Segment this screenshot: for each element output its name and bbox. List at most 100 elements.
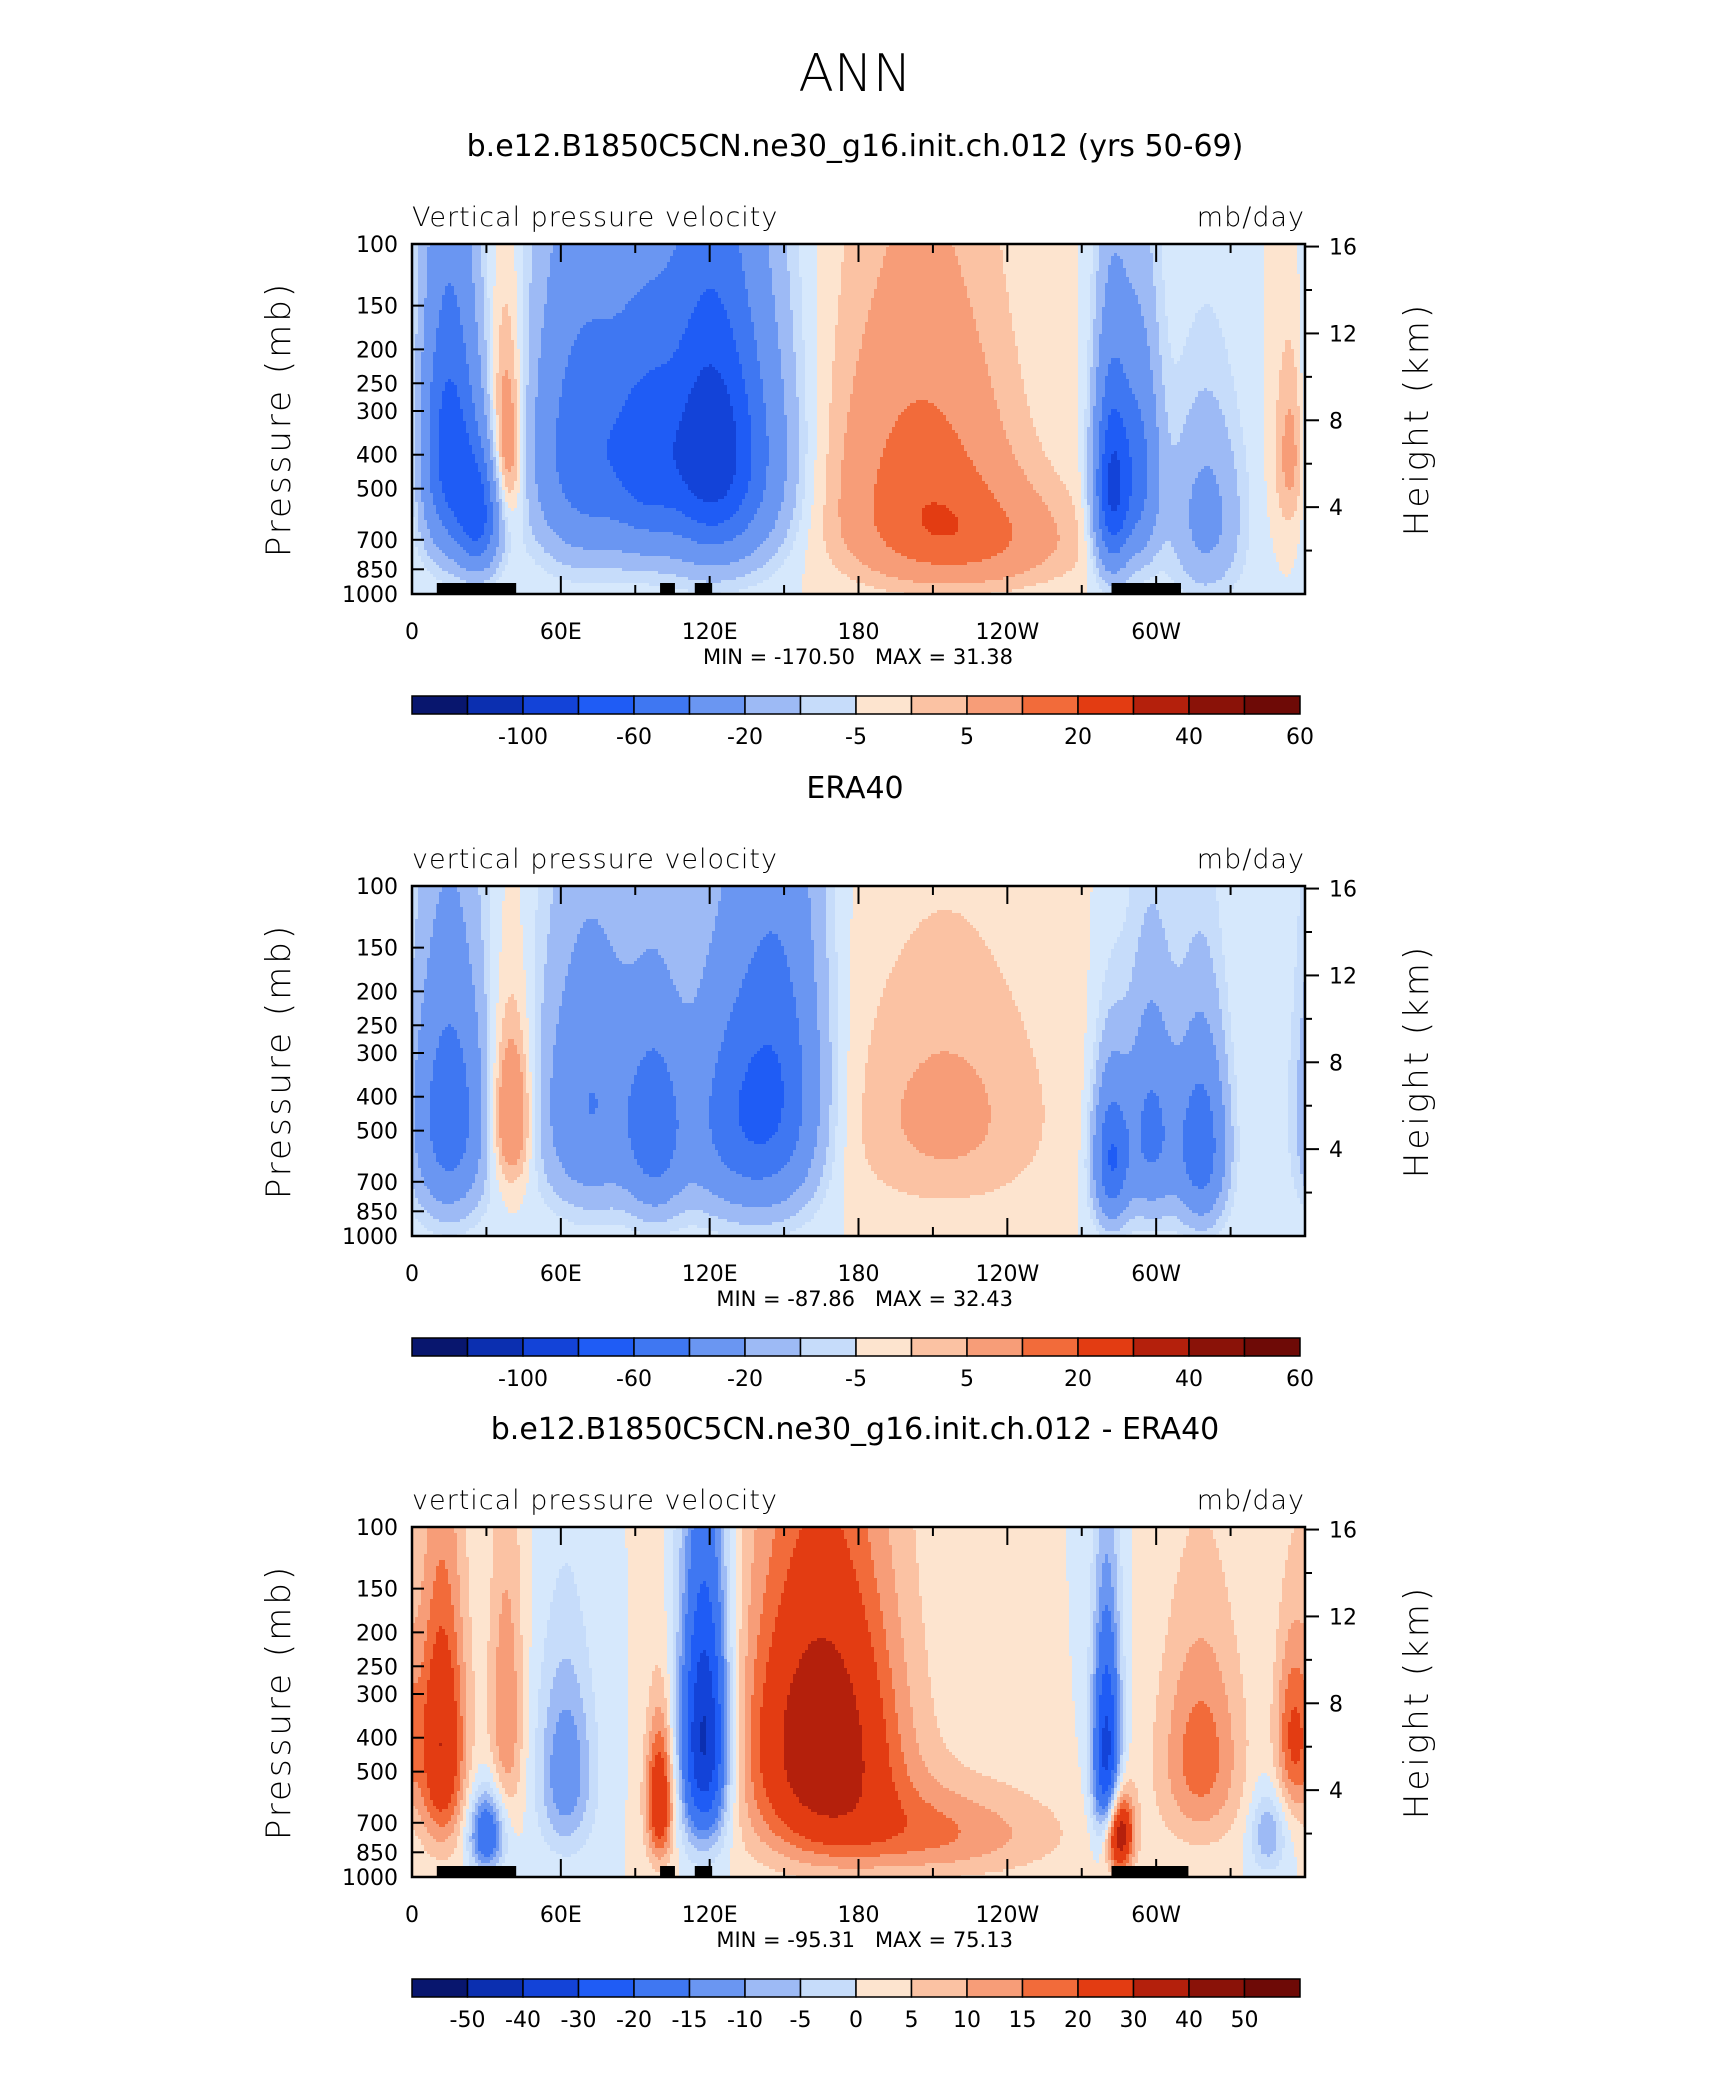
y-tick-label: 150 <box>356 1578 398 1603</box>
panel-title: b.e12.B1850C5CN.ne30_g16.init.ch.012 - E… <box>491 1412 1220 1447</box>
y2-tick-label: 16 <box>1329 1519 1357 1544</box>
land-mask-5 <box>1111 583 1181 594</box>
y-tick-label: 500 <box>356 1761 398 1786</box>
land-mask-2 <box>481 583 517 594</box>
colorbar-label: -40 <box>505 2008 541 2033</box>
colorbar-box <box>744 1978 802 1998</box>
colorbar-box <box>855 695 913 715</box>
colorbar-box <box>1132 695 1190 715</box>
colorbar-box <box>910 1337 968 1357</box>
x-tick-label: 120E <box>682 620 738 645</box>
colorbar-box <box>688 1978 746 1998</box>
y2-tick-label: 8 <box>1329 1692 1343 1717</box>
colorbar-box <box>744 1337 802 1357</box>
x-tick-label: 60W <box>1131 620 1181 645</box>
y-axis-label: Pressure (mb) <box>259 1564 299 1840</box>
x-tick-label: 60E <box>540 1903 582 1928</box>
max-value: MAX = 31.38 <box>875 645 1013 669</box>
y2-tick-label: 4 <box>1329 496 1343 521</box>
colorbar-box <box>466 1337 524 1357</box>
x-tick-label: 0 <box>405 1262 419 1287</box>
x-tick-label: 0 <box>405 1903 419 1928</box>
colorbar-box <box>910 1978 968 1998</box>
y-tick-label: 400 <box>356 1727 398 1752</box>
land-mask-3 <box>660 583 675 594</box>
colorbar-label: 0 <box>849 2008 863 2033</box>
colorbar-box <box>1021 695 1079 715</box>
y-axis-label: Pressure (mb) <box>259 281 299 557</box>
x-tick-label: 60W <box>1131 1903 1181 1928</box>
colorbar-box <box>1243 1337 1301 1357</box>
panel-2: ERA40 vertical pressure velocity mb/day Pre… <box>259 771 1437 1392</box>
colorbar-label: 40 <box>1175 2008 1203 2033</box>
colorbar-box <box>411 1978 469 1998</box>
colorbar: -100 -60 -20 -5 5 20 40 60 <box>411 695 1314 750</box>
colorbar-box <box>1077 695 1135 715</box>
colorbar-label: 15 <box>1009 2008 1037 2033</box>
land-mask-4 <box>694 583 713 594</box>
colorbar-box <box>910 695 968 715</box>
colorbar-box <box>855 1978 913 1998</box>
colorbar-box <box>522 1978 580 1998</box>
y-tick-label: 250 <box>356 1014 398 1039</box>
y-tick-label: 200 <box>356 980 398 1005</box>
colorbar-label: -20 <box>727 1367 763 1392</box>
colorbar-label: 20 <box>1064 725 1092 750</box>
y-tick-label: 700 <box>356 529 398 554</box>
x-tick-label: 120W <box>975 1903 1039 1928</box>
colorbar-label: -100 <box>498 1367 548 1392</box>
y-tick-label: 300 <box>356 1683 398 1708</box>
units-label: mb/day <box>1197 1485 1305 1516</box>
x-tick-label: 60W <box>1131 1262 1181 1287</box>
colorbar-box <box>411 1337 469 1357</box>
x-tick-label: 180 <box>838 620 880 645</box>
units-label: mb/day <box>1197 202 1305 233</box>
colorbar-box <box>966 1978 1024 1998</box>
y-tick-label: 400 <box>356 1086 398 1111</box>
x-tick-label: 60E <box>540 620 582 645</box>
panel-3: b.e12.B1850C5CN.ne30_g16.init.ch.012 - E… <box>259 1412 1437 2033</box>
y-tick-label: 850 <box>356 1200 398 1225</box>
colorbar-box <box>466 695 524 715</box>
variable-label: vertical pressure velocity <box>412 844 778 875</box>
y-tick-label: 100 <box>356 233 398 258</box>
y2-tick-label: 16 <box>1329 236 1357 261</box>
land-mask-3 <box>660 1866 675 1877</box>
land-mask-2 <box>481 1866 517 1877</box>
y-tick-label: 500 <box>356 478 398 503</box>
colorbar-label: -15 <box>672 2008 708 2033</box>
colorbar-label: 20 <box>1064 1367 1092 1392</box>
y2-tick-label: 12 <box>1329 322 1357 347</box>
colorbar-box <box>799 1337 857 1357</box>
y-tick-label: 200 <box>356 338 398 363</box>
x-tick-label: 60E <box>540 1262 582 1287</box>
colorbar-box <box>1188 695 1246 715</box>
y-tick-label: 100 <box>356 875 398 900</box>
colorbar-box <box>1132 1337 1190 1357</box>
colorbar: -50 -40 -30 -20 -15 -10 -5 0 5 10 15 20 30 40 50 <box>411 1978 1301 2033</box>
colorbar-box <box>1132 1978 1190 1998</box>
colorbar-box <box>1188 1978 1246 1998</box>
max-value: MAX = 75.13 <box>875 1928 1013 1952</box>
colorbar-box <box>577 1337 635 1357</box>
y-axis-label: Pressure (mb) <box>259 923 299 1199</box>
colorbar-label: 50 <box>1231 2008 1259 2033</box>
min-value: MIN = -95.31 <box>716 1928 855 1952</box>
heatmap-field <box>412 244 1305 595</box>
panels: b.e12.B1850C5CN.ne30_g16.init.ch.012 (yr… <box>259 129 1437 2033</box>
min-value: MIN = -170.50 <box>703 645 855 669</box>
y2-axis-label: Height (km) <box>1397 302 1437 536</box>
y2-tick-label: 16 <box>1329 878 1357 903</box>
colorbar-label: -10 <box>727 2008 763 2033</box>
y2-tick-label: 4 <box>1329 1779 1343 1804</box>
y-tick-label: 300 <box>356 400 398 425</box>
colorbar-label: -60 <box>616 1367 652 1392</box>
colorbar-box <box>1021 1337 1079 1357</box>
colorbar-box <box>577 1978 635 1998</box>
colorbar-box <box>1243 695 1301 715</box>
y-tick-label: 500 <box>356 1120 398 1145</box>
units-label: mb/day <box>1197 844 1305 875</box>
x-tick-label: 120W <box>975 620 1039 645</box>
colorbar-box <box>577 695 635 715</box>
x-tick-label: 120E <box>682 1262 738 1287</box>
